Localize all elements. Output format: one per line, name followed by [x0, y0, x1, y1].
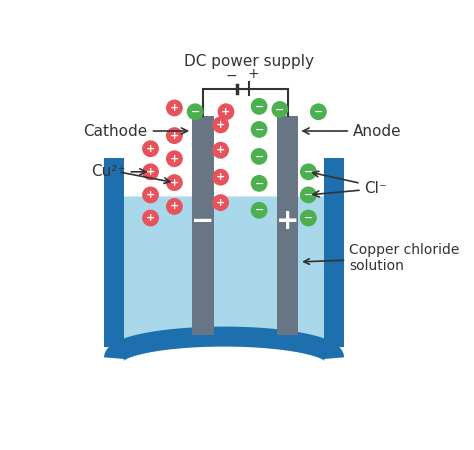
- Text: Cathode: Cathode: [83, 123, 187, 139]
- Circle shape: [213, 170, 228, 185]
- Text: −: −: [304, 167, 313, 177]
- Circle shape: [143, 210, 158, 226]
- Text: +: +: [146, 190, 155, 200]
- Text: −: −: [275, 104, 284, 114]
- Polygon shape: [118, 197, 331, 358]
- Circle shape: [213, 195, 228, 210]
- Circle shape: [143, 164, 158, 180]
- Text: +: +: [221, 107, 231, 117]
- Circle shape: [251, 99, 267, 114]
- Text: −: −: [226, 68, 237, 82]
- Text: +: +: [276, 207, 299, 235]
- Text: +: +: [216, 120, 225, 130]
- Text: +: +: [170, 202, 179, 211]
- Text: +: +: [247, 67, 259, 81]
- Circle shape: [219, 104, 234, 119]
- Text: Copper chloride
solution: Copper chloride solution: [304, 243, 460, 273]
- Circle shape: [213, 143, 228, 158]
- Text: DC power supply: DC power supply: [184, 54, 314, 69]
- Bar: [277, 116, 298, 335]
- Circle shape: [143, 141, 158, 157]
- Circle shape: [167, 175, 182, 190]
- Circle shape: [251, 202, 267, 218]
- Text: −: −: [314, 107, 323, 117]
- Text: +: +: [170, 178, 179, 188]
- Text: −: −: [304, 213, 313, 223]
- Text: −: −: [191, 107, 200, 117]
- Circle shape: [251, 122, 267, 137]
- Text: +: +: [216, 145, 225, 155]
- Text: Anode: Anode: [303, 123, 401, 139]
- Text: Cl⁻: Cl⁻: [313, 181, 387, 197]
- Circle shape: [251, 176, 267, 191]
- Text: +: +: [146, 213, 155, 223]
- Text: −: −: [304, 190, 313, 200]
- Text: +: +: [170, 154, 179, 164]
- Text: −: −: [255, 205, 264, 215]
- Circle shape: [310, 104, 326, 119]
- Circle shape: [213, 117, 228, 133]
- Circle shape: [188, 104, 203, 119]
- Text: +: +: [146, 144, 155, 154]
- Circle shape: [301, 187, 316, 202]
- Text: +: +: [216, 198, 225, 207]
- Text: +: +: [216, 172, 225, 182]
- Text: −: −: [255, 101, 264, 111]
- Circle shape: [167, 128, 182, 143]
- Text: −: −: [255, 125, 264, 135]
- Circle shape: [272, 102, 288, 117]
- Text: Cu²⁺: Cu²⁺: [91, 164, 146, 179]
- Text: +: +: [146, 167, 155, 177]
- Text: −: −: [255, 151, 264, 162]
- Circle shape: [143, 187, 158, 202]
- Text: −: −: [255, 178, 264, 189]
- Circle shape: [167, 199, 182, 214]
- Bar: [192, 116, 214, 335]
- Circle shape: [167, 151, 182, 166]
- Circle shape: [167, 100, 182, 116]
- Circle shape: [301, 164, 316, 180]
- Circle shape: [301, 210, 316, 226]
- Text: +: +: [170, 103, 179, 113]
- Text: −: −: [191, 207, 215, 235]
- Text: +: +: [170, 130, 179, 140]
- Circle shape: [251, 148, 267, 164]
